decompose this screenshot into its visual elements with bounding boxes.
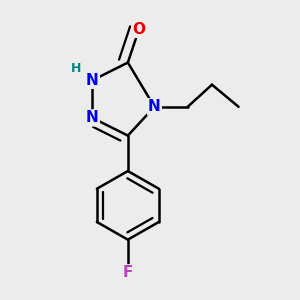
- Text: N: N: [148, 99, 161, 114]
- Text: F: F: [123, 266, 133, 280]
- Text: O: O: [132, 22, 146, 37]
- Text: H: H: [70, 61, 81, 75]
- Text: N: N: [86, 110, 99, 125]
- Text: N: N: [86, 73, 99, 88]
